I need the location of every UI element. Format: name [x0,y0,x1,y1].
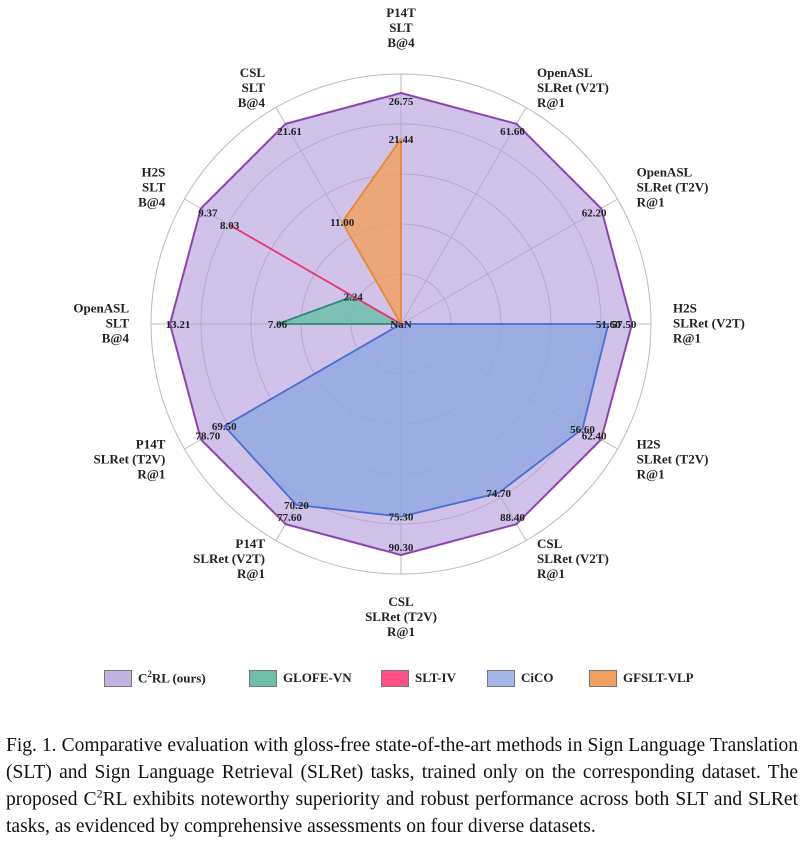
axis-label-line: B@4 [138,195,166,210]
legend-swatch-gfslt-vlp [589,669,617,687]
series-area-gfslt-vlp [341,137,402,325]
value-label-0-2: 62.20 [582,208,607,220]
legend-label-gfslt-vlp: GFSLT-VLP [623,670,694,685]
chart-legend: C2RL (ours) GLOFE-VN SLT-IV CiCO GFSLT-V… [0,666,805,690]
axis-label-line: H2S [673,301,697,316]
legend-item-gfslt-vlp: GFSLT-VLP [589,666,694,690]
axis-label-10: H2S SLT B@4 [138,165,166,210]
value-label-4-10: 8.03 [220,220,240,232]
axis-label-line: SLT [389,20,413,35]
value-label-0-8: 78.70 [196,431,221,443]
value-label-0-6: 90.30 [389,542,414,554]
value-label-1-8: 69.50 [212,421,237,433]
value-label-1-6: 75.30 [389,512,414,524]
axis-label-line: R@1 [387,624,415,639]
axis-label-line: OpenASL [73,301,129,316]
axis-label-line: R@1 [237,566,265,581]
axis-label-line: B@4 [238,95,266,110]
axis-label-line: SLRet (V2T) [193,551,265,566]
axis-label-line: CSL [240,65,266,80]
legend-swatch-glofe-vn [249,669,277,687]
axis-label-line: R@1 [673,331,701,346]
value-label-3-9: 7.06 [268,319,288,331]
value-label-0-0: 26.75 [389,96,414,108]
axis-label-2: OpenASL SLRet (T2V) R@1 [637,165,709,210]
axis-label-line: SLRet (V2T) [537,551,609,566]
axis-label-line: SLT [242,80,266,95]
axis-label-6: CSL SLRet (T2V) R@1 [365,594,437,639]
axis-label-line: SLT [106,316,130,331]
axis-label-line: P14T [235,536,265,551]
axis-label-line: SLRet (V2T) [537,80,609,95]
axis-label-line: H2S [637,437,661,452]
value-label-0-10: 9.37 [198,208,218,220]
axis-label-line: P14T [386,5,416,20]
axis-label-line: OpenASL [637,165,693,180]
radar-chart: 26.75 61.60 62.20 57.50 62.40 88.40 90.30 77.60… [73,5,745,639]
center-label: NaN [390,319,411,331]
axis-label-line: B@4 [387,35,415,50]
legend-label-cico: CiCO [521,670,554,685]
legend-item-cico: CiCO [487,666,554,690]
axis-label-line: SLRet (V2T) [673,316,745,331]
value-label-0-1: 61.60 [500,126,525,138]
axis-label-11: CSL SLT B@4 [238,65,266,110]
value-label-0-4: 62.40 [582,431,607,443]
value-label-2-11: 11.00 [330,217,355,229]
axis-label-line: SLRet (T2V) [94,452,166,467]
value-label-0-3: 57.50 [612,319,637,331]
value-label-0-11: 21.61 [277,126,302,138]
axis-label-line: R@1 [637,467,665,482]
axis-label-line: H2S [142,165,166,180]
value-label-1-5: 74.70 [486,488,511,500]
series-area-cico [223,323,610,518]
axis-label-line: SLRet (T2V) [637,180,709,195]
axis-label-9: OpenASL SLT B@4 [73,301,129,346]
legend-swatch-slt-iv [381,669,409,687]
legend-item-slt-iv: SLT-IV [381,666,456,690]
axis-label-line: OpenASL [537,65,593,80]
legend-swatch-cico [487,669,515,687]
legend-label-c2rl: C2RL (ours) [138,669,206,686]
axis-label-8: P14T SLRet (T2V) R@1 [94,437,166,482]
value-label-3-10: 2.24 [344,291,364,303]
axis-label-line: SLRet (T2V) [637,452,709,467]
axis-label-line: R@1 [137,467,165,482]
figure-caption: Fig. 1. Comparative evaluation with glos… [6,735,798,837]
value-label-1-7: 70.20 [284,500,309,512]
axis-label-line: CSL [537,536,563,551]
axis-label-4: H2S SLRet (T2V) R@1 [637,437,709,482]
axis-label-1: OpenASL SLRet (V2T) R@1 [537,65,609,110]
axis-label-7: P14T SLRet (V2T) R@1 [193,536,265,581]
axis-label-3: H2S SLRet (V2T) R@1 [673,301,745,346]
value-label-0-9: 13.21 [166,319,191,331]
axis-label-line: SLRet (T2V) [365,609,437,624]
axis-label-line: P14T [136,437,166,452]
legend-label-glofe-vn: GLOFE-VN [283,670,352,685]
legend-swatch-c2rl [104,669,132,687]
value-label-2-0: 21.44 [389,134,414,146]
axis-label-0: P14T SLT B@4 [386,5,416,50]
series-area-slt-iv [228,224,402,325]
axis-label-line: R@1 [537,95,565,110]
axis-label-line: SLT [142,180,166,195]
legend-item-glofe-vn: GLOFE-VN [249,666,352,690]
value-label-0-5: 88.40 [500,512,525,524]
axis-label-line: R@1 [637,195,665,210]
value-label-1-4: 56.60 [570,424,595,436]
axis-label-5: CSL SLRet (V2T) R@1 [537,536,609,581]
axis-label-line: R@1 [537,566,565,581]
value-label-1-3: 51.60 [596,319,621,331]
radar-svg: 26.75 61.60 62.20 57.50 62.40 88.40 90.30 77.60… [73,5,745,639]
axis-label-line: CSL [388,594,414,609]
legend-item-c2rl: C2RL (ours) [104,666,206,690]
value-labels: 26.75 61.60 62.20 57.50 62.40 88.40 90.30 77.60… [166,96,637,554]
value-label-0-7: 77.60 [277,512,302,524]
axis-label-line: B@4 [102,331,130,346]
legend-label-slt-iv: SLT-IV [415,670,456,685]
